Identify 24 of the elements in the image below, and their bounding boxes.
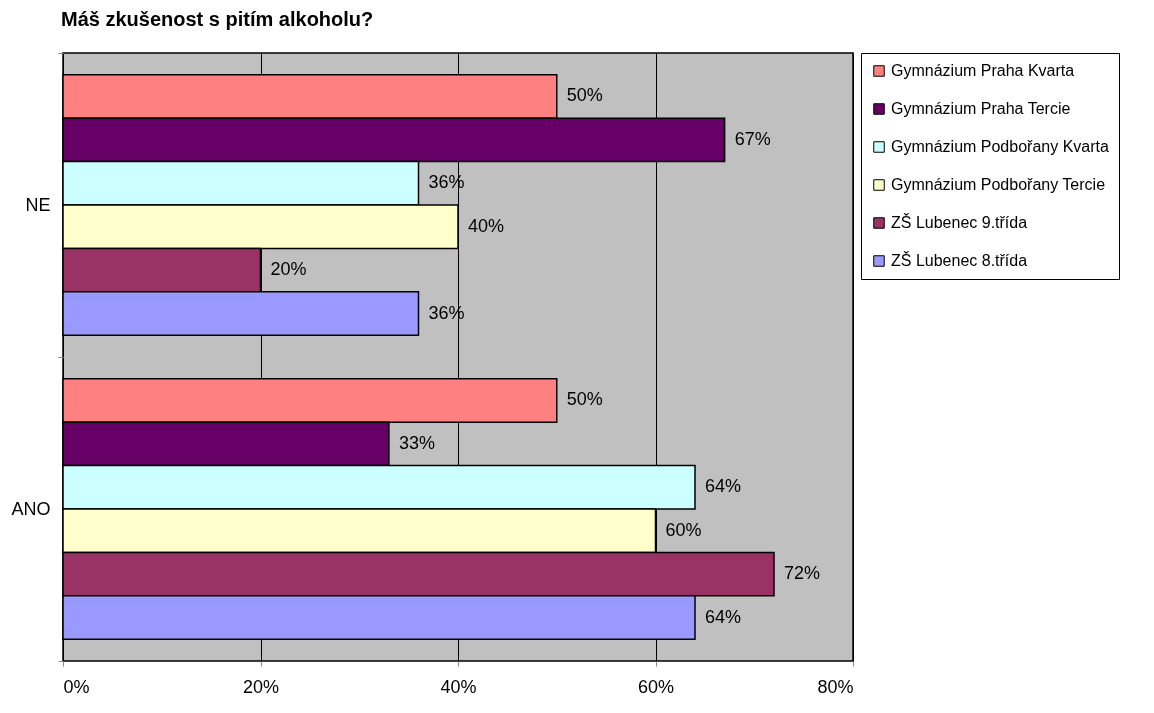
data-label: 20%: [270, 259, 307, 280]
legend-label: Gymnázium Podbořany Kvarta: [891, 138, 1109, 155]
data-label: 50%: [566, 85, 603, 106]
data-label: 50%: [566, 389, 603, 410]
data-label: 64%: [705, 476, 742, 497]
legend-label: Gymnázium Praha Tercie: [891, 100, 1071, 117]
data-label: 60%: [665, 519, 702, 540]
x-tick-label: 20%: [242, 676, 280, 697]
x-tick-label: 60%: [637, 676, 675, 697]
legend-label: Gymnázium Praha Kvarta: [891, 62, 1075, 79]
data-label: 33%: [398, 432, 435, 453]
x-tick-label: 0%: [63, 676, 90, 697]
data-label: 64%: [705, 606, 742, 627]
data-label: 67%: [734, 128, 771, 149]
data-label: 40%: [468, 215, 505, 236]
data-label: 72%: [784, 563, 821, 584]
x-tick-label: 40%: [440, 676, 477, 697]
chart-title: Máš zkušenost s pitím alkoholu?: [60, 8, 374, 30]
y-tick-label: NE: [25, 194, 51, 215]
legend-label: ZŠ Lubenec 8.třída: [891, 251, 1028, 269]
y-tick-label: ANO: [11, 498, 51, 519]
x-tick-label: 80%: [817, 676, 854, 697]
legend-label: Gymnázium Podbořany Tercie: [891, 176, 1106, 193]
legend-label: ZŠ Lubenec 9.třída: [891, 213, 1028, 231]
